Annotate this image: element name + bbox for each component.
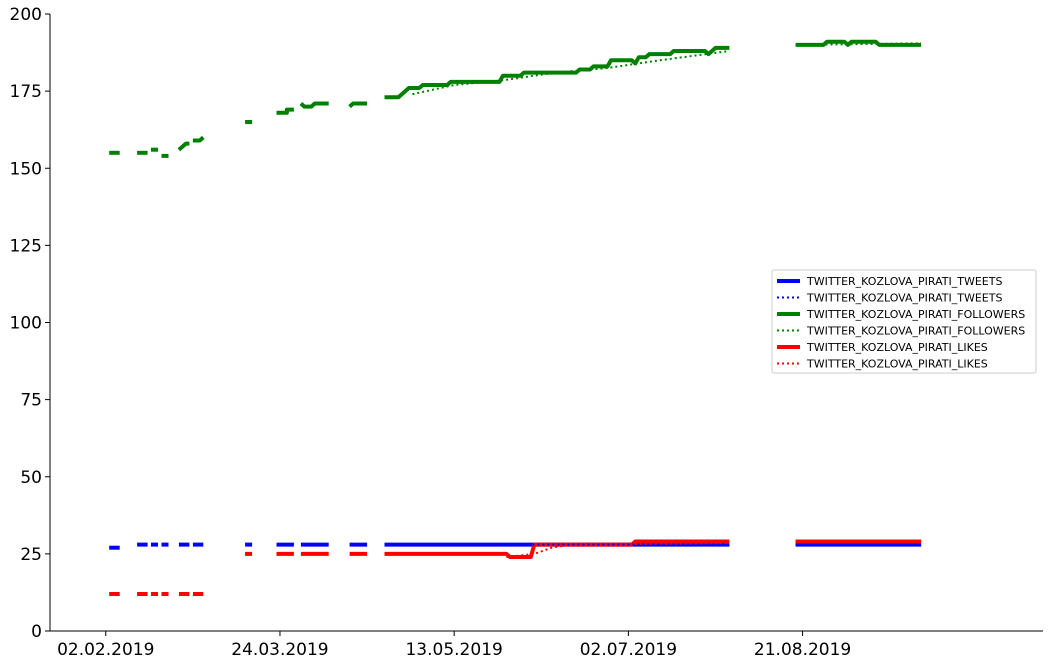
- series-likes-solid: [109, 539, 922, 596]
- series-line-segment: [384, 45, 730, 100]
- legend-label: TWITTER_KOZLOVA_PIRATI_LIKES: [806, 358, 988, 371]
- x-axis-ticks: 02.02.2019 24.03.2019 13.05.2019 02.07.2019…: [57, 631, 851, 660]
- legend-label: TWITTER_KOZLOVA_PIRATI_TWEETS: [806, 292, 1002, 305]
- legend-label: TWITTER_KOZLOVA_PIRATI_FOLLOWERS: [806, 308, 1025, 321]
- series-line-segment: [795, 42, 922, 46]
- series-line-segment: [506, 542, 730, 558]
- legend: TWITTER_KOZLOVA_PIRATI_TWEETS TWITTER_KOZ…: [771, 269, 1037, 374]
- series-line-segment: [192, 135, 205, 143]
- x-tick-label: 21.08.2019: [754, 640, 851, 660]
- series-line-segment: [348, 101, 368, 109]
- y-tick-label: 25: [20, 545, 42, 565]
- legend-label: TWITTER_KOZLOVA_PIRATI_TWEETS: [806, 275, 1002, 288]
- y-tick-label: 0: [31, 622, 42, 642]
- y-tick-label: 50: [20, 468, 42, 488]
- legend-box: [771, 269, 1037, 374]
- series-line-segment: [299, 101, 329, 109]
- series-followers-dotted: [412, 42, 922, 96]
- y-tick-label: 125: [10, 236, 42, 256]
- series-line-segment: [177, 141, 190, 152]
- y-tick-label: 150: [10, 159, 42, 179]
- y-tick-label: 200: [10, 5, 42, 25]
- y-tick-label: 75: [20, 391, 42, 411]
- series-line-segment: [384, 539, 730, 559]
- series-line-segment: [276, 107, 294, 115]
- x-tick-label: 02.07.2019: [580, 640, 677, 660]
- x-tick-label: 13.05.2019: [405, 640, 502, 660]
- series-layer: [109, 39, 922, 596]
- series-followers-solid: [109, 39, 922, 158]
- x-tick-label: 02.02.2019: [57, 640, 154, 660]
- legend-label: TWITTER_KOZLOVA_PIRATI_LIKES: [806, 341, 988, 354]
- legend-label: TWITTER_KOZLOVA_PIRATI_FOLLOWERS: [806, 325, 1025, 338]
- y-tick-label: 100: [10, 314, 42, 334]
- x-tick-label: 24.03.2019: [231, 640, 328, 660]
- y-axis-ticks: 0 25 50 75 100 125 150 175 200: [10, 5, 50, 642]
- series-likes-dotted: [506, 540, 922, 558]
- y-tick-label: 175: [10, 82, 42, 102]
- series-line-segment: [795, 39, 922, 47]
